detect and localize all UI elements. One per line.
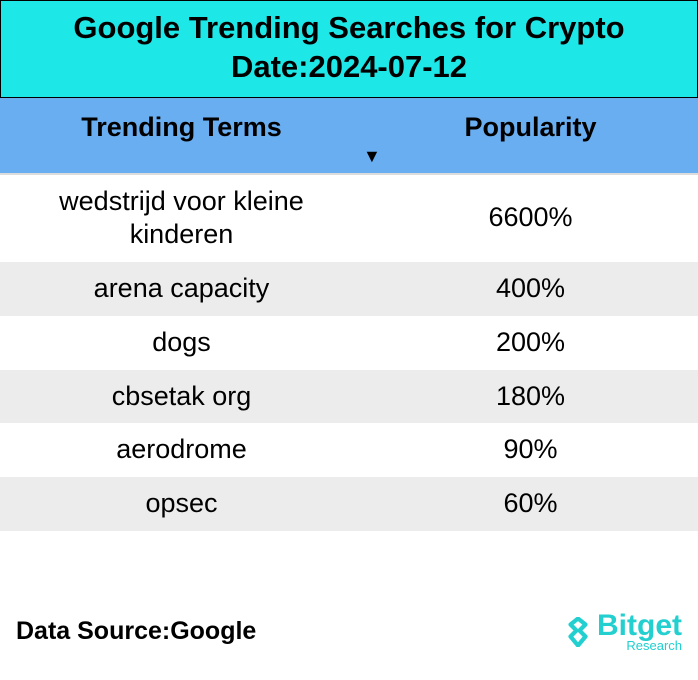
cell-term: cbsetak org (0, 370, 363, 424)
table-body: wedstrijd voor kleine kinderen 6600% are… (0, 174, 698, 531)
cell-popularity: 90% (363, 423, 698, 477)
footer: Data Source:Google Bitget Research (16, 611, 682, 652)
cell-term: dogs (0, 316, 363, 370)
brand-mark-icon (563, 617, 593, 647)
cell-popularity: 6600% (363, 174, 698, 263)
trending-table-wrap: Trending Terms Popularity ▼ wedstrijd vo… (0, 98, 698, 531)
table-row: dogs 200% (0, 316, 698, 370)
table-row: opsec 60% (0, 477, 698, 531)
col-header-popularity: Popularity ▼ (363, 98, 698, 174)
trending-table: Trending Terms Popularity ▼ wedstrijd vo… (0, 98, 698, 531)
cell-term: aerodrome (0, 423, 363, 477)
data-source-label: Data Source:Google (16, 617, 256, 646)
cell-term: opsec (0, 477, 363, 531)
title-header: Google Trending Searches for Crypto Date… (0, 0, 698, 98)
title-line-2: Date:2024-07-12 (13, 48, 685, 87)
col-header-terms-label: Trending Terms (81, 112, 282, 142)
col-header-terms: Trending Terms (0, 98, 363, 174)
col-header-popularity-label: Popularity (464, 112, 596, 142)
cell-popularity: 60% (363, 477, 698, 531)
cell-popularity: 180% (363, 370, 698, 424)
cell-popularity: 400% (363, 262, 698, 316)
table-row: wedstrijd voor kleine kinderen 6600% (0, 174, 698, 263)
table-row: arena capacity 400% (0, 262, 698, 316)
brand-logo: Bitget Research (563, 611, 682, 652)
cell-term: arena capacity (0, 262, 363, 316)
table-row: aerodrome 90% (0, 423, 698, 477)
title-line-1: Google Trending Searches for Crypto (13, 9, 685, 48)
sort-desc-icon: ▼ (363, 146, 381, 167)
cell-popularity: 200% (363, 316, 698, 370)
cell-term: wedstrijd voor kleine kinderen (0, 174, 363, 263)
table-header-row: Trending Terms Popularity ▼ (0, 98, 698, 174)
table-row: cbsetak org 180% (0, 370, 698, 424)
brand-name: Bitget (597, 611, 682, 641)
brand-text: Bitget Research (597, 611, 682, 652)
